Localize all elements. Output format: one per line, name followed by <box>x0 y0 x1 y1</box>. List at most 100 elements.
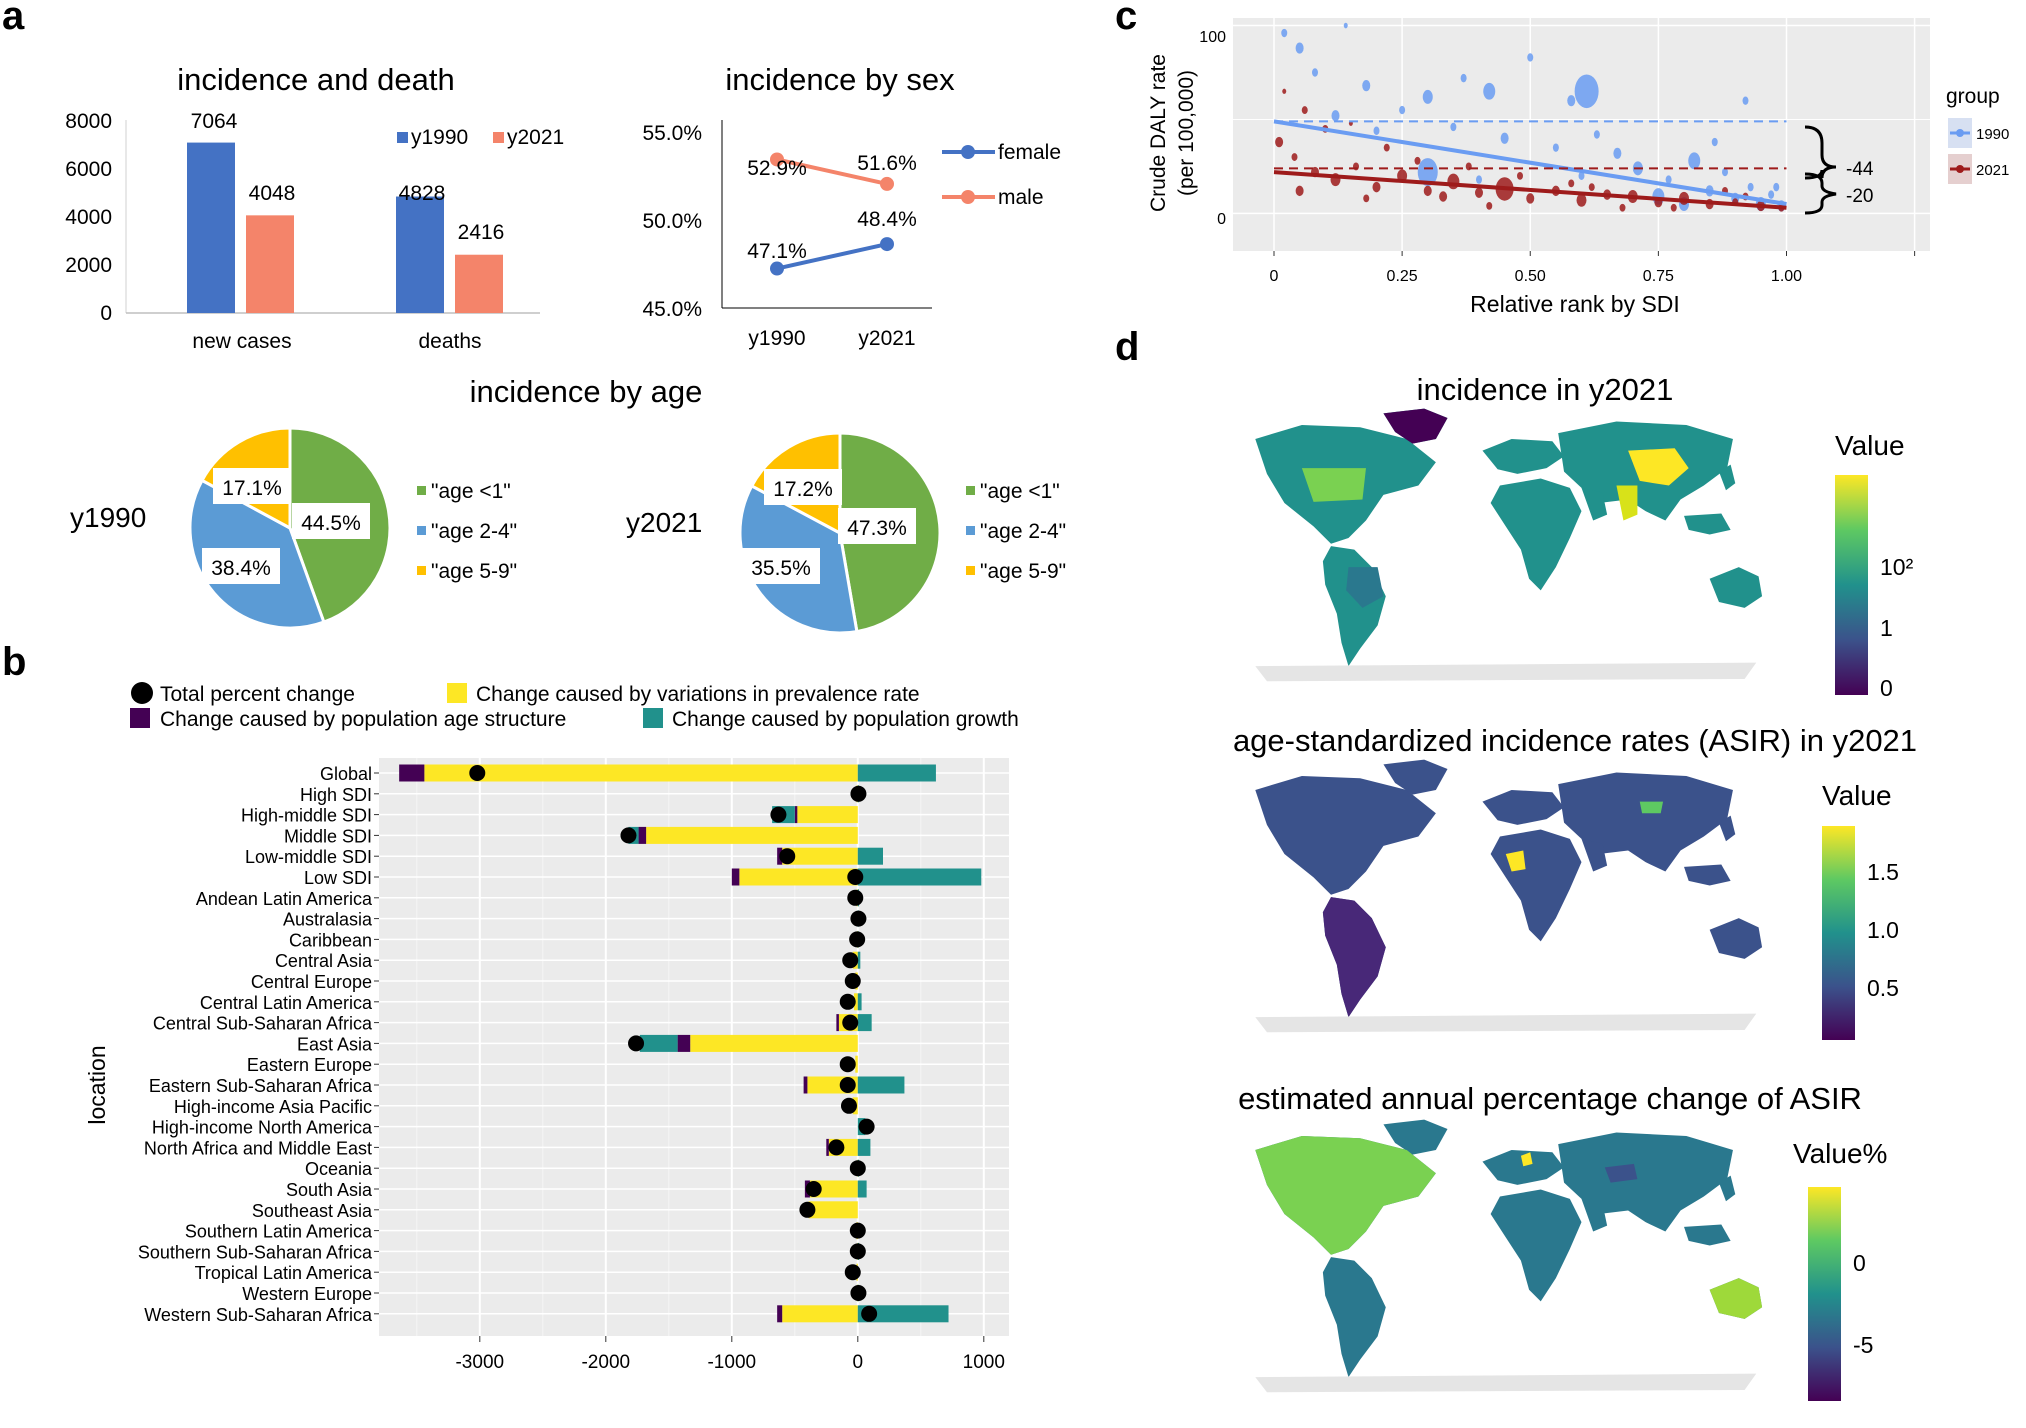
d-map1-highlight-greenland <box>1383 408 1448 444</box>
b-total-dot <box>850 910 867 927</box>
c-point-2021 <box>1275 136 1284 148</box>
d-map1-highlight-china <box>1628 448 1689 486</box>
c-point-1990 <box>1593 130 1600 139</box>
c-point-2021 <box>1295 185 1304 197</box>
b-category-label: Low-middle SDI <box>245 847 372 867</box>
b-total-dot <box>861 1305 878 1322</box>
panel-label-d: d <box>1115 325 1140 369</box>
a2-legend-female: female <box>998 141 1061 164</box>
b-bar-age-structure <box>836 1014 839 1032</box>
b-total-dot <box>469 765 486 781</box>
c-brace-2021 <box>1804 172 1837 215</box>
b-category-label: Oceania <box>305 1159 373 1179</box>
c-legend-2021: 2021 <box>1976 162 2009 179</box>
c-plot-background <box>1233 18 1930 251</box>
b-bar-prevalence <box>797 806 858 824</box>
b-category-label: Global <box>320 764 372 784</box>
c-point-2021 <box>1291 153 1298 161</box>
d-map3-antarctica <box>1255 1373 1757 1393</box>
c-xtick-label: 0.50 <box>1515 268 1546 285</box>
b-category-label: Andean Latin America <box>196 889 373 909</box>
b-category-label: Low SDI <box>304 868 372 888</box>
b-total-dot <box>839 993 856 1010</box>
c-legend-dot-2021 <box>1956 165 1964 173</box>
a1-bar-y2021-deaths <box>455 254 503 313</box>
a3-slice-label: 47.3% <box>847 517 907 540</box>
panel-label-c: c <box>1115 0 1138 38</box>
d-map3-highlight-europe <box>1520 1152 1533 1167</box>
b-xtick-label: 0 <box>853 1352 864 1373</box>
c-point-2021 <box>1282 88 1287 94</box>
b-category-label: Eastern Sub-Saharan Africa <box>149 1076 373 1096</box>
c-point-1990 <box>1711 137 1718 147</box>
a2-legend-male: male <box>998 186 1044 209</box>
a2-point-female <box>880 237 894 252</box>
c-point-1990 <box>1312 68 1318 77</box>
c-point-1990 <box>1665 175 1672 184</box>
c-ytick-100: 100 <box>1199 29 1226 46</box>
b-bar-growth <box>857 1138 871 1156</box>
a2-title: incidence by sex <box>725 62 955 97</box>
c-point-2021 <box>1670 203 1677 212</box>
a3-title: incidence by age <box>470 374 703 409</box>
b-bar-prevalence <box>782 847 858 865</box>
c-annotation-1990: -44 <box>1846 159 1874 180</box>
c-point-1990 <box>1613 147 1622 159</box>
c-point-1990 <box>1578 171 1585 181</box>
d-map3-highlight-north-america <box>1255 1135 1436 1255</box>
d-map3-title: estimated annual percentage change of AS… <box>1238 1081 1862 1116</box>
a3-pie-name-y1990: y1990 <box>70 502 146 533</box>
b-total-dot <box>858 1118 875 1135</box>
a3-label-box <box>764 469 842 505</box>
b-xtick-label: -2000 <box>581 1352 630 1373</box>
b-total-dot <box>842 952 859 969</box>
c-x-axis-title: Relative rank by SDI <box>1470 291 1680 317</box>
c-legend-1990: 1990 <box>1976 126 2009 143</box>
b-category-label: Western Sub-Saharan Africa <box>144 1305 373 1325</box>
b-category-label: North Africa and Middle East <box>144 1138 372 1158</box>
b-bar-growth <box>857 764 936 782</box>
b-y-axis-title: location <box>84 1045 110 1124</box>
a3-legend-age2: "age 2-4" <box>431 520 517 543</box>
b-bar-prevalence <box>809 1180 858 1198</box>
a3-legend-swatch <box>417 486 426 495</box>
b-legend-growth: Change caused by population growth <box>672 708 1019 731</box>
b-category-label: Western Europe <box>242 1284 372 1304</box>
b-bar-growth <box>639 1034 678 1052</box>
a2-point-female <box>770 261 784 276</box>
a1-data-label: 4828 <box>399 182 446 205</box>
d-map1-world <box>1255 408 1763 682</box>
b-total-dot <box>628 1035 645 1052</box>
b-category-label: Southern Latin America <box>185 1222 373 1242</box>
d-map1-colorbar <box>1835 475 1868 695</box>
c-point-1990 <box>1331 110 1340 122</box>
a2-legend-dot-male <box>961 190 975 204</box>
c-point-1990 <box>1373 126 1380 135</box>
c-point-1990 <box>1422 89 1433 104</box>
b-bar-prevalence <box>424 764 858 782</box>
d-map3-world <box>1255 1119 1763 1393</box>
b-bar-age-structure <box>399 764 425 782</box>
b-category-label: Eastern Europe <box>247 1055 372 1075</box>
a2-data-label: 51.6% <box>857 152 917 175</box>
a3-pie-name-y2021: y2021 <box>626 507 702 538</box>
b-bar-age-structure <box>638 826 647 844</box>
a1-data-label: 2416 <box>458 221 505 244</box>
b-category-label: Central Europe <box>251 972 372 992</box>
c-ytick-0: 0 <box>1217 211 1226 228</box>
b-bar-prevalence <box>808 1201 858 1219</box>
c-y-axis-line2: (per 100,000) <box>1175 70 1198 196</box>
a1-x-label: deaths <box>418 330 481 353</box>
a3-legend-swatch <box>966 526 975 535</box>
a2-ytick: 45.0% <box>642 298 702 321</box>
b-total-dot <box>850 785 867 802</box>
d-map1-title: incidence in y2021 <box>1417 372 1674 407</box>
c-xtick-label: 0.25 <box>1387 268 1418 285</box>
c-point-1990 <box>1567 95 1576 107</box>
d-map2-tick: 1.0 <box>1867 917 1899 943</box>
a3-label-box <box>202 548 280 584</box>
d-map1-antarctica <box>1255 662 1757 682</box>
b-category-label: Southeast Asia <box>252 1201 373 1221</box>
a2-line-female <box>776 242 888 271</box>
c-point-1990 <box>1722 167 1728 177</box>
